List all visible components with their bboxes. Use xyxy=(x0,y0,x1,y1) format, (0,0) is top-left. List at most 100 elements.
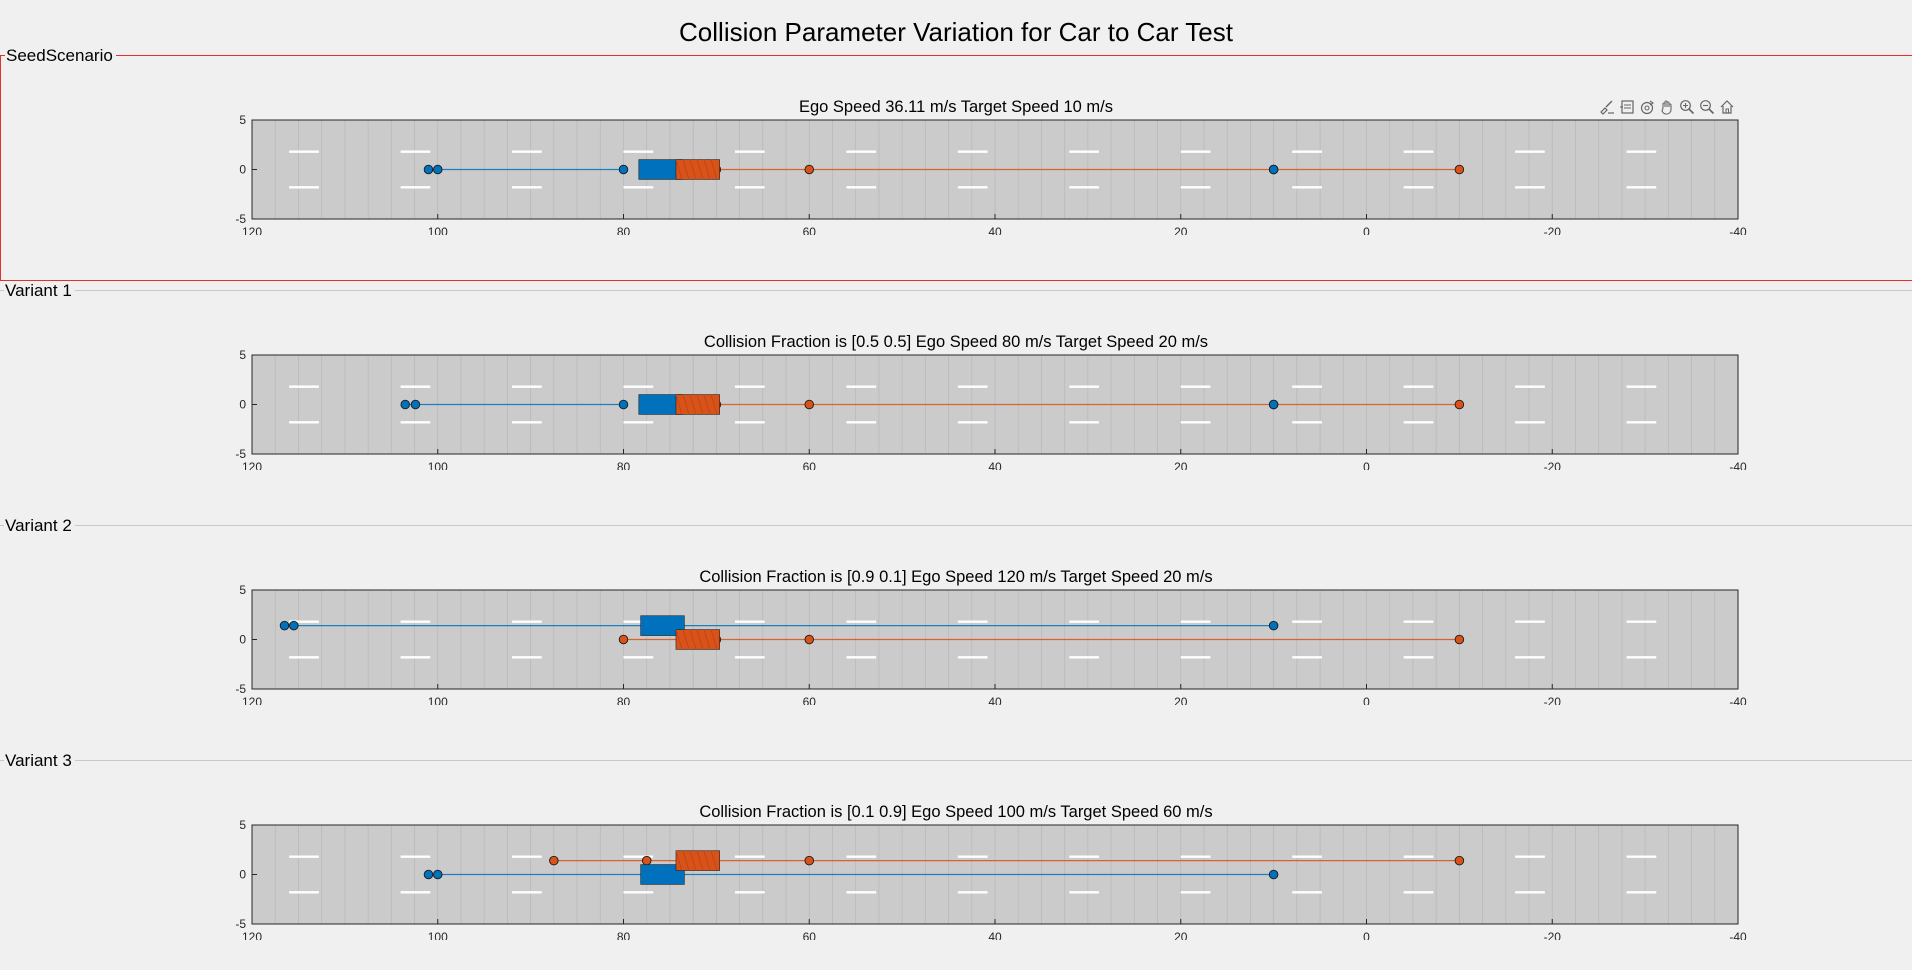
x-tick-label: 40 xyxy=(988,460,1002,470)
panel-variant-3: Variant 3 xyxy=(0,751,1912,970)
y-tick-label: 0 xyxy=(239,163,246,177)
ego-waypoint xyxy=(410,399,421,410)
vehicle-texture xyxy=(682,159,690,180)
x-tick-label: 100 xyxy=(428,695,448,705)
target-waypoint xyxy=(549,855,559,866)
y-tick-label: 5 xyxy=(239,818,246,832)
scenario-axes-variant-3[interactable]: 120 100 80 60 40 20 0 -20 -40 5 0 -5 xyxy=(0,815,1912,940)
x-tick-label: 20 xyxy=(1174,930,1188,940)
target-waypoint xyxy=(804,634,815,645)
vehicle-texture xyxy=(675,159,683,180)
ego-waypoint xyxy=(400,399,410,410)
scenario-axes-variant-2[interactable]: 120 100 80 60 40 20 0 -20 -40 5 0 -5 xyxy=(0,580,1912,705)
vehicle-texture xyxy=(689,850,697,871)
vehicle-texture xyxy=(710,629,718,650)
rotate-icon[interactable] xyxy=(1637,97,1657,117)
vehicle-texture xyxy=(710,850,718,871)
ego-waypoint xyxy=(1268,164,1279,175)
zoom-in-icon[interactable] xyxy=(1677,97,1697,117)
vehicle-texture xyxy=(675,629,683,650)
target-waypoint xyxy=(804,855,815,866)
scenario-axes-seed[interactable]: 120 100 80 60 40 20 0 -20 -40 5 0 -5 xyxy=(0,110,1912,235)
x-tick-label: 100 xyxy=(428,225,448,235)
target-waypoint xyxy=(1454,399,1465,410)
ego-waypoint xyxy=(423,164,434,175)
x-tick-label: 0 xyxy=(1363,225,1370,235)
vehicle-texture xyxy=(703,159,711,180)
home-icon[interactable] xyxy=(1717,97,1737,117)
ego-waypoint xyxy=(289,620,299,631)
y-tick-label: 0 xyxy=(239,633,246,647)
x-tick-label: 120 xyxy=(242,930,262,940)
x-tick-label: 120 xyxy=(242,460,262,470)
x-tick-label: 80 xyxy=(617,460,631,470)
target-waypoint xyxy=(804,399,815,410)
x-tick-label: 40 xyxy=(988,225,1002,235)
scenario-axes-variant-1[interactable]: 120 100 80 60 40 20 0 -20 -40 5 0 -5 xyxy=(0,345,1912,470)
x-tick-label: 120 xyxy=(242,695,262,705)
ego-waypoint xyxy=(1268,620,1279,631)
x-tick-label: -20 xyxy=(1544,930,1562,940)
x-tick-label: 40 xyxy=(988,930,1002,940)
x-tick-label: 120 xyxy=(242,225,262,235)
x-tick-label: 40 xyxy=(988,695,1002,705)
x-tick-label: -20 xyxy=(1544,225,1562,235)
x-tick-label: 100 xyxy=(428,930,448,940)
y-tick-label: -5 xyxy=(235,682,246,696)
brush-icon[interactable] xyxy=(1597,97,1617,117)
vehicle-texture xyxy=(689,394,697,415)
ego-waypoint xyxy=(618,399,629,410)
x-tick-label: 60 xyxy=(803,695,817,705)
panel-title: Variant 2 xyxy=(4,516,75,536)
axes-title: Collision Fraction is [0.9 0.1] Ego Spee… xyxy=(699,568,1213,586)
vehicle-texture xyxy=(682,394,690,415)
panel-title: Variant 1 xyxy=(4,281,75,301)
x-tick-label: 60 xyxy=(803,930,817,940)
y-tick-label: 0 xyxy=(239,398,246,412)
x-tick-label: 60 xyxy=(803,460,817,470)
y-tick-label: 5 xyxy=(239,583,246,597)
axes-title: Collision Fraction is [0.1 0.9] Ego Spee… xyxy=(699,803,1213,821)
ego-vehicle xyxy=(640,615,685,636)
vehicle-texture xyxy=(682,629,690,650)
vehicle-texture xyxy=(710,394,718,415)
ego-waypoint xyxy=(433,869,443,880)
vehicle-texture xyxy=(703,850,711,871)
ego-waypoint xyxy=(618,164,629,175)
vehicle-texture xyxy=(696,850,704,871)
vehicle-texture xyxy=(696,394,704,415)
y-tick-label: -5 xyxy=(235,447,246,461)
y-tick-label: -5 xyxy=(235,917,246,931)
ego-waypoint xyxy=(1268,399,1279,410)
vehicle-texture xyxy=(696,159,704,180)
vehicle-texture xyxy=(689,159,697,180)
y-tick-label: 5 xyxy=(239,348,246,362)
axes-toolbar xyxy=(1597,97,1737,117)
vehicle-texture xyxy=(696,629,704,650)
x-tick-label: 0 xyxy=(1363,930,1370,940)
pan-icon[interactable] xyxy=(1657,97,1677,117)
panel-seed-scenario: SeedScenario xyxy=(0,46,1912,281)
x-tick-label: 80 xyxy=(617,930,631,940)
ego-waypoint xyxy=(433,164,443,175)
target-waypoint xyxy=(1454,164,1465,175)
x-tick-label: -40 xyxy=(1729,695,1747,705)
target-waypoint xyxy=(618,634,629,645)
axes-title: Ego Speed 36.11 m/s Target Speed 10 m/s xyxy=(798,98,1113,116)
x-tick-label: 20 xyxy=(1174,695,1188,705)
x-tick-label: 60 xyxy=(803,225,817,235)
ego-waypoint xyxy=(423,869,434,880)
panel-title: Variant 3 xyxy=(4,751,75,771)
ego-vehicle xyxy=(640,864,685,885)
x-tick-label: 20 xyxy=(1174,460,1188,470)
ego-waypoint xyxy=(279,620,290,631)
x-tick-label: 0 xyxy=(1363,695,1370,705)
vehicle-texture xyxy=(703,394,711,415)
x-tick-label: 80 xyxy=(617,225,631,235)
datatip-icon[interactable] xyxy=(1617,97,1637,117)
x-tick-label: 0 xyxy=(1363,460,1370,470)
panel-variant-1: Variant 1 xyxy=(0,281,1912,515)
panel-title: SeedScenario xyxy=(5,46,116,66)
zoom-out-icon[interactable] xyxy=(1697,97,1717,117)
target-waypoint xyxy=(1454,634,1465,645)
